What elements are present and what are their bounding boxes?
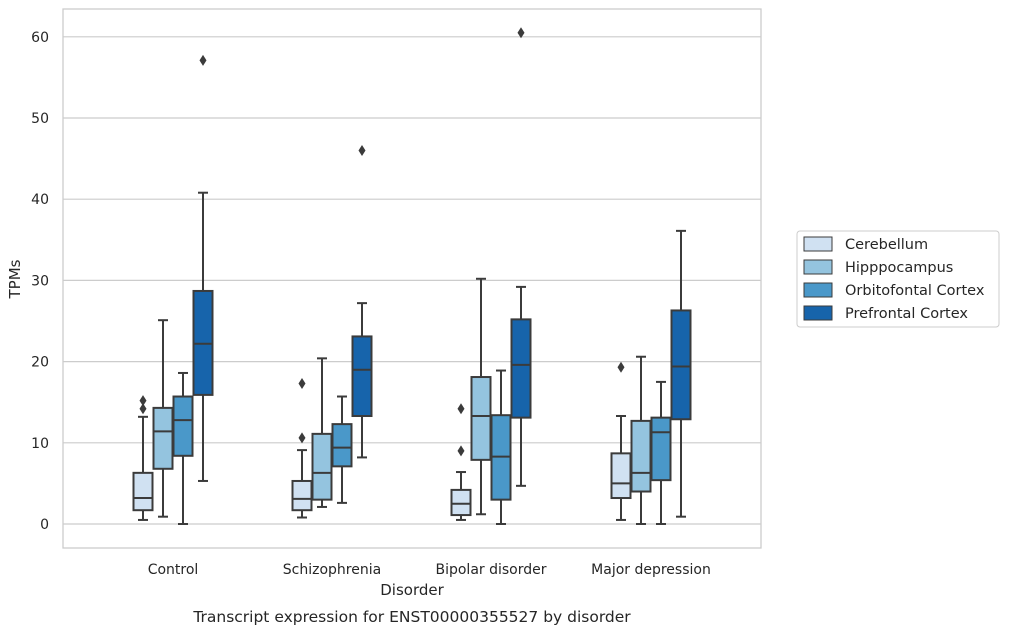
box-hipppocampus	[470, 277, 492, 516]
box-cerebellum	[450, 403, 472, 521]
outlier-point	[617, 361, 625, 373]
x-tick-label: Bipolar disorder	[435, 562, 546, 578]
y-tick-label: 0	[40, 517, 49, 533]
outlier-point	[199, 54, 207, 66]
box-hipppocampus	[630, 355, 652, 525]
x-tick-label: Schizophrenia	[283, 562, 381, 578]
box-orbitofontal-cortex	[650, 380, 672, 525]
outlier-point	[298, 378, 306, 390]
box-iqr	[670, 309, 692, 421]
legend-label: Hipppocampus	[845, 260, 953, 276]
box-cerebellum	[610, 361, 632, 521]
box-iqr	[510, 318, 532, 419]
box-iqr	[351, 335, 373, 418]
box-hipppocampus	[152, 319, 174, 518]
box-orbitofontal-cortex	[490, 369, 512, 525]
x-axis-label: Disorder	[380, 581, 444, 599]
box-prefrontal-cortex	[192, 54, 214, 482]
box-iqr	[152, 406, 174, 470]
outlier-point	[139, 403, 147, 415]
y-tick-label: 40	[31, 192, 49, 208]
box-cerebellum	[132, 395, 154, 521]
x-tick-label: Control	[148, 562, 199, 578]
box-prefrontal-cortex	[510, 27, 532, 487]
legend-swatch	[803, 305, 833, 321]
y-tick-label: 10	[31, 436, 49, 452]
box-groups	[132, 27, 692, 525]
box-iqr	[470, 376, 492, 461]
outlier-point	[298, 432, 306, 444]
outlier-point	[139, 395, 147, 407]
box-prefrontal-cortex	[351, 144, 373, 459]
legend-label: Orbitofontal Cortex	[845, 283, 985, 299]
chart-title: Transcript expression for ENST0000035552…	[192, 608, 631, 626]
box-prefrontal-cortex	[670, 229, 692, 518]
legend-label: Prefrontal Cortex	[845, 306, 968, 322]
box-iqr	[132, 471, 154, 512]
legend-frame	[796, 230, 1000, 328]
outlier-point	[457, 445, 465, 457]
outlier-point	[517, 27, 525, 39]
box-iqr	[311, 432, 333, 501]
legend: Cerebellum Hipppocampus Orbitofontal Corte…	[796, 230, 1000, 328]
y-tick-label: 30	[31, 273, 49, 289]
legend-swatch	[803, 236, 833, 252]
x-tick-label: Major depression	[591, 562, 711, 578]
box-iqr	[630, 419, 652, 493]
y-tick-label: 60	[31, 30, 49, 46]
box-iqr	[650, 416, 672, 482]
legend-swatch	[803, 259, 833, 275]
box-cerebellum	[291, 378, 313, 519]
box-orbitofontal-cortex	[331, 395, 353, 504]
outlier-point	[457, 403, 465, 415]
box-iqr	[331, 423, 353, 468]
box-iqr	[172, 395, 194, 457]
box-hipppocampus	[311, 357, 333, 508]
plot-frame	[62, 8, 762, 549]
y-tick-label: 50	[31, 111, 49, 127]
x-axis-ticks: Control Schizophrenia Bipolar disorder Majo…	[148, 562, 711, 578]
box-iqr	[450, 488, 472, 517]
box-iqr	[291, 479, 313, 512]
legend-swatch	[803, 282, 833, 298]
y-axis-label: TPMs	[6, 259, 24, 299]
box-iqr	[610, 452, 632, 500]
legend-label: Cerebellum	[845, 237, 928, 253]
y-axis-ticks: 0 10 20 30 40 50 60	[31, 30, 49, 533]
box-orbitofontal-cortex	[172, 371, 194, 525]
y-tick-label: 20	[31, 355, 49, 371]
outlier-point	[358, 144, 366, 156]
